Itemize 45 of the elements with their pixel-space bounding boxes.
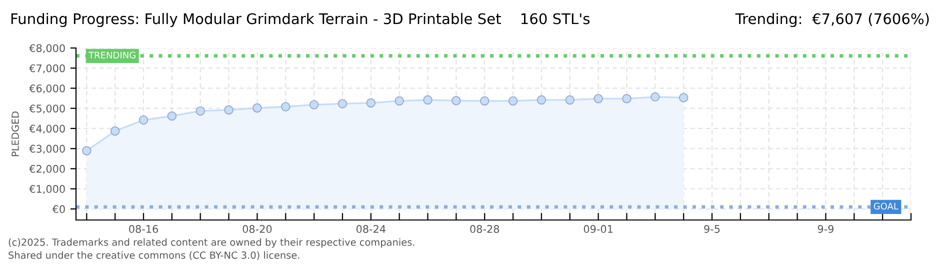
point bbox=[309, 100, 319, 110]
x-tick-label: 08-16 bbox=[129, 225, 158, 233]
point bbox=[622, 94, 632, 104]
point bbox=[138, 115, 148, 125]
point bbox=[508, 96, 518, 106]
y-tick-label: €1,000 bbox=[29, 185, 65, 194]
y-tick-label: €3,000 bbox=[29, 144, 65, 154]
y-tick-label: €0 bbox=[52, 205, 65, 214]
y-tick-label: €2,000 bbox=[29, 164, 65, 174]
x-tick-label: 9-9 bbox=[818, 225, 834, 233]
point bbox=[480, 96, 490, 106]
point bbox=[167, 111, 177, 121]
y-axis-title: PLEDGED bbox=[12, 112, 19, 156]
point bbox=[394, 96, 404, 106]
x-tick-label: 08-20 bbox=[242, 225, 272, 233]
point bbox=[338, 99, 348, 108]
x-tick-label: 08-28 bbox=[470, 225, 500, 233]
chart-title: Funding Progress: Fully Modular Grimdark Terrain - 3D Printable Set 160 STL's bbox=[11, 12, 590, 28]
y-tick-label: €7,000 bbox=[29, 64, 65, 74]
point bbox=[565, 95, 575, 105]
point bbox=[536, 95, 546, 105]
point bbox=[196, 106, 206, 116]
point bbox=[252, 103, 262, 113]
y-tick-label: €6,000 bbox=[29, 84, 65, 94]
text: (c)2025. Trademarks and related content are owned by their respective companies. bbox=[8, 238, 414, 248]
point bbox=[594, 94, 603, 104]
x-tick-label: 09-01 bbox=[584, 225, 612, 233]
point bbox=[423, 95, 432, 105]
x-tick-label: 9-5 bbox=[704, 225, 720, 233]
ref-line-label: TRENDING bbox=[88, 52, 136, 59]
point bbox=[110, 126, 120, 136]
y-tick-label: €8,000 bbox=[29, 44, 65, 54]
y-tick-label: €5,000 bbox=[29, 104, 65, 114]
y-tick-label: €4,000 bbox=[29, 124, 65, 134]
x-tick-label: 08-24 bbox=[356, 225, 386, 233]
point bbox=[452, 96, 461, 106]
point bbox=[650, 92, 660, 102]
ref-line-label: GOAL bbox=[874, 202, 898, 210]
text: Shared under the creative commons (CC BY-NC 3.0) license. bbox=[8, 251, 300, 260]
point bbox=[82, 146, 92, 156]
point bbox=[280, 102, 290, 112]
point bbox=[678, 93, 688, 102]
chart-subtitle: Trending: €7,607 (7606%) bbox=[735, 12, 929, 28]
point bbox=[366, 98, 376, 108]
point bbox=[224, 105, 234, 115]
